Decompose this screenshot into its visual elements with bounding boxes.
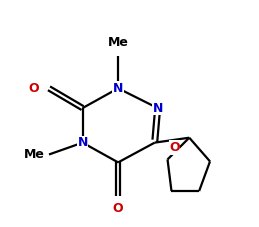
Text: N: N — [77, 136, 88, 149]
Text: Me: Me — [108, 36, 128, 49]
Text: O: O — [169, 141, 180, 154]
Text: N: N — [153, 101, 163, 115]
Text: O: O — [113, 202, 124, 215]
Text: N: N — [113, 82, 123, 95]
Text: Me: Me — [24, 148, 45, 161]
Text: O: O — [29, 82, 39, 95]
